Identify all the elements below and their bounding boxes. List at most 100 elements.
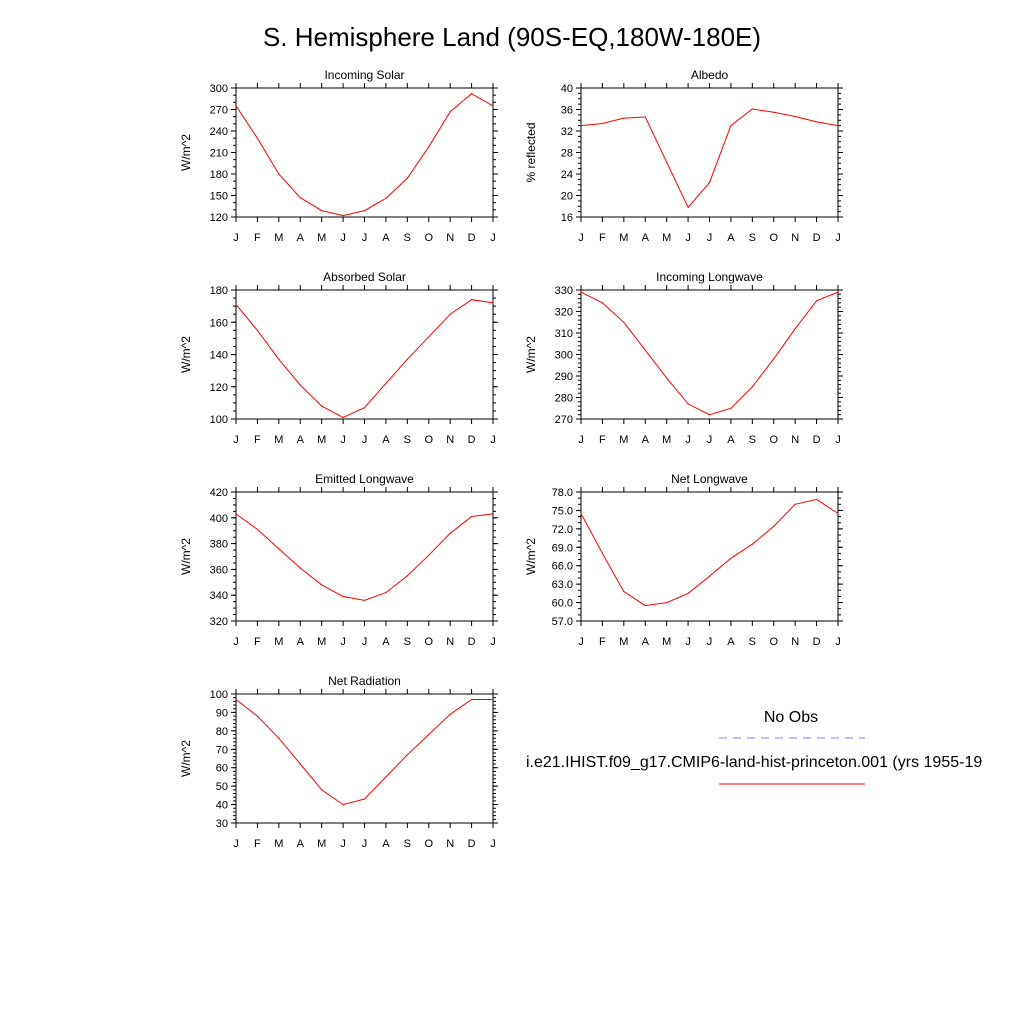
x-tick-label: S [404, 232, 411, 244]
x-tick-label: J [707, 232, 713, 244]
y-tick-label: 36 [561, 105, 573, 117]
data-point [471, 299, 473, 301]
data-point [687, 403, 689, 405]
x-tick-label: J [707, 636, 713, 648]
panel-title: Albedo [691, 68, 729, 82]
y-tick-label: 100 [210, 414, 228, 426]
data-point [428, 733, 430, 736]
y-tick-label: 310 [555, 328, 573, 340]
x-tick-label: O [424, 232, 433, 244]
data-point [492, 105, 494, 107]
x-tick-label: N [446, 434, 454, 446]
x-tick-label: M [619, 434, 628, 446]
y-tick-label: 32 [561, 126, 573, 138]
x-tick-label: M [317, 636, 326, 648]
x-tick-label: J [490, 434, 496, 446]
x-tick-label: F [599, 232, 606, 244]
legend-obs-label: No Obs [764, 709, 818, 726]
data-point [816, 300, 818, 302]
data-point [730, 407, 732, 409]
panel-title: Net Radiation [328, 674, 401, 688]
data-point [492, 302, 494, 304]
x-tick-label: M [274, 232, 283, 244]
data-point [623, 321, 625, 323]
data-point [385, 382, 387, 385]
panel-title: Incoming Solar [324, 68, 404, 82]
y-tick-label: 72.0 [552, 524, 573, 536]
data-point [235, 105, 237, 107]
x-tick-label: J [340, 838, 346, 850]
y-tick-label: 60 [216, 763, 228, 775]
data-point [492, 513, 494, 515]
x-tick-label: J [233, 434, 239, 446]
x-tick-label: J [362, 434, 368, 446]
x-tick-label: N [791, 232, 799, 244]
data-point [406, 358, 408, 360]
x-tick-label: J [835, 636, 841, 648]
x-tick-label: S [749, 636, 756, 648]
y-tick-label: 40 [216, 800, 228, 812]
y-tick-label: 120 [210, 382, 228, 394]
data-point [773, 111, 775, 113]
data-point [644, 349, 646, 351]
data-point [773, 525, 775, 528]
data-point [342, 595, 344, 598]
y-tick-label: 400 [210, 513, 228, 525]
plot-frame [235, 693, 494, 824]
x-tick-label: J [685, 434, 691, 446]
data-point [816, 121, 818, 123]
plot-frame [235, 491, 494, 622]
data-point [708, 575, 711, 577]
data-point [794, 503, 796, 505]
x-tick-label: M [619, 636, 628, 648]
series-line [580, 108, 839, 209]
y-tick-label: 50 [216, 781, 228, 793]
x-tick-label: O [769, 232, 778, 244]
x-tick-label: D [468, 636, 476, 648]
x-tick-label: J [490, 838, 496, 850]
x-tick-label: J [362, 232, 368, 244]
data-point [449, 111, 451, 113]
y-tick-label: 24 [561, 169, 573, 181]
data-point [299, 197, 301, 199]
y-tick-label: 63.0 [552, 579, 573, 591]
x-tick-label: M [317, 838, 326, 850]
x-tick-label: N [446, 636, 454, 648]
x-tick-label: J [340, 434, 346, 446]
y-tick-label: 180 [210, 285, 228, 297]
data-point [235, 513, 237, 515]
x-tick-label: J [835, 232, 841, 244]
x-tick-label: J [362, 636, 368, 648]
x-tick-label: S [404, 434, 411, 446]
data-point [363, 210, 366, 212]
data-point [666, 602, 668, 604]
x-tick-label: S [404, 636, 411, 648]
data-point [601, 122, 604, 125]
y-tick-label: 66.0 [552, 561, 573, 573]
y-axis-label: W/m^2 [179, 538, 193, 575]
y-tick-label: 380 [210, 539, 228, 551]
data-point [235, 698, 237, 701]
x-tick-label: N [446, 232, 454, 244]
data-point [278, 358, 280, 360]
x-tick-label: A [382, 232, 390, 244]
x-tick-label: F [254, 636, 261, 648]
data-point [471, 93, 473, 95]
y-tick-label: 20 [561, 191, 573, 203]
x-tick-label: J [362, 838, 368, 850]
y-tick-label: 360 [210, 564, 228, 576]
x-tick-label: N [446, 838, 454, 850]
data-point [299, 567, 301, 569]
y-tick-label: 330 [555, 285, 573, 297]
x-tick-label: S [749, 232, 756, 244]
x-tick-label: A [642, 434, 650, 446]
x-tick-label: A [727, 434, 735, 446]
data-point [299, 763, 301, 765]
data-point [406, 177, 408, 179]
x-tick-label: S [749, 434, 756, 446]
plot-frame [580, 289, 839, 420]
data-point [794, 115, 796, 118]
data-point [278, 737, 280, 739]
x-tick-label: N [791, 636, 799, 648]
